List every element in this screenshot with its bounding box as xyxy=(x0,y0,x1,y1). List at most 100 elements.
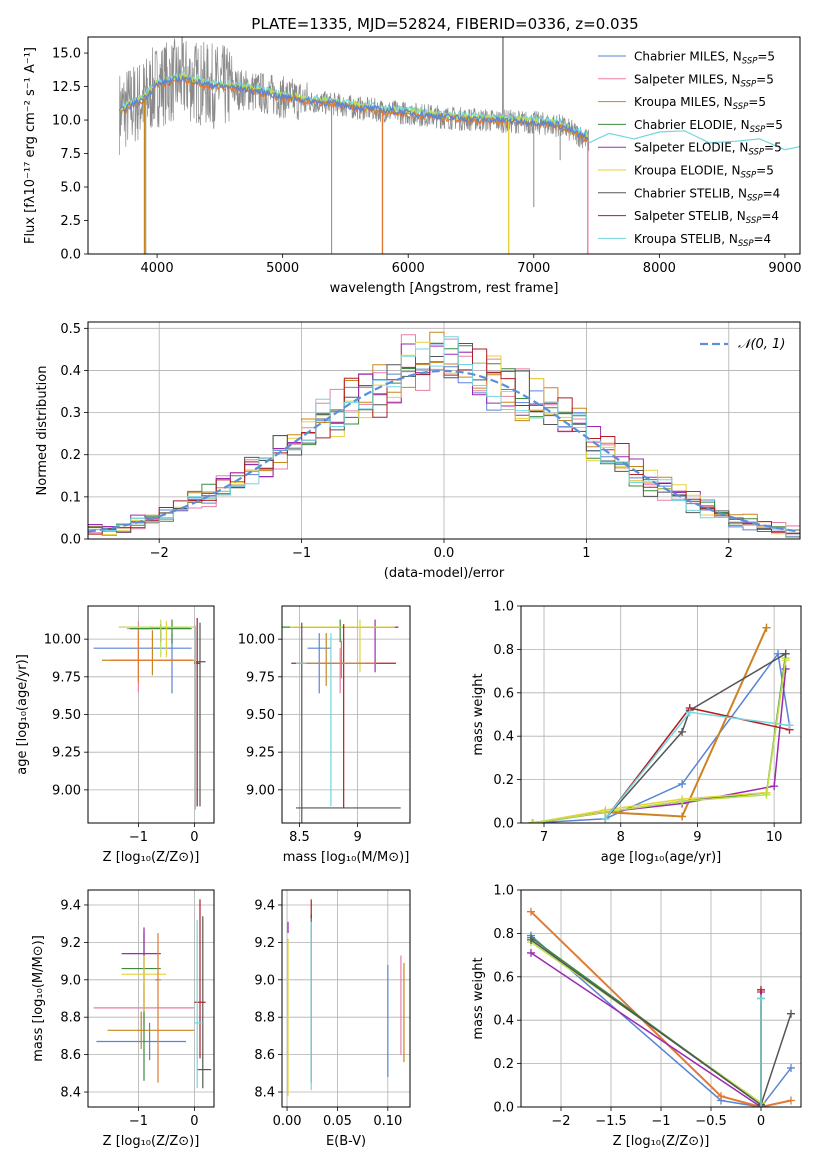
age_vs_Z-xlabel: Z [log₁₀(Z/Z⊙)] xyxy=(103,850,200,865)
residuals-ytick-label: 0.4 xyxy=(60,364,81,379)
mass-weight-marker xyxy=(527,935,535,944)
massweight_vs_age-ytick-label: 0.4 xyxy=(493,730,514,745)
mass-weight-line xyxy=(532,653,787,823)
massweight_vs_age-ytick-label: 0.0 xyxy=(493,817,514,832)
mass-weight-line xyxy=(532,657,787,823)
age_vs_Z-ytick-label: 10.00 xyxy=(44,633,81,648)
spectrum-ylabel: Flux [fλ10⁻¹⁷ erg cm⁻² s⁻¹ A⁻¹] xyxy=(23,47,38,244)
legend-entry: Chabrier MILES, NSSP=5 xyxy=(634,50,775,67)
spectrum-ytick-label: 15.0 xyxy=(52,47,81,62)
massweight_vs_Z-ytick-label: 1.0 xyxy=(493,884,514,899)
figure-title: PLATE=1335, MJD=52824, FIBERID=0336, z=0… xyxy=(251,15,638,33)
massweight_vs_Z-xtick-label: −1 xyxy=(651,1114,670,1129)
massweight_vs_Z-ytick-label: 0.0 xyxy=(493,1101,514,1116)
massweight_vs_age-ytick-label: 1.0 xyxy=(493,600,514,615)
legend-suffix: =5 xyxy=(757,50,775,64)
mass-weight-marker xyxy=(527,948,535,957)
age_vs_Z-ytick-label: 9.50 xyxy=(52,708,81,723)
legend-label: Kroupa MILES, N xyxy=(634,95,733,109)
mass_vs_ebv-ytick-label: 9.4 xyxy=(254,898,275,913)
age_vs_Z-xtick-label: 0 xyxy=(190,830,198,845)
legend-label: Salpeter MILES, N xyxy=(634,72,741,86)
age_vs_mass-frame xyxy=(281,605,411,824)
mass-weight-marker xyxy=(773,649,782,658)
mass_vs_Z-ylabel: mass [log₁₀(M/M⊙)] xyxy=(31,935,46,1062)
age_vs_Z-frame xyxy=(87,605,215,824)
mass-weight-marker xyxy=(678,812,687,821)
residuals-xlabel: (data-model)/error xyxy=(384,566,505,581)
massweight_vs_Z-plot-area xyxy=(527,907,795,1107)
residuals-ytick-label: 0.3 xyxy=(60,406,81,421)
mass_vs_Z-plot-area xyxy=(93,899,212,1089)
mass_vs_Z-xlabel: Z [log₁₀(Z/Z⊙)] xyxy=(103,1134,200,1149)
massweight_vs_Z-ylabel: mass weight xyxy=(471,957,486,1039)
legend-subscript: SSP xyxy=(750,125,766,135)
spectrum-xtick-label: 5000 xyxy=(266,261,299,276)
residuals-ytick-label: 0.2 xyxy=(60,448,81,463)
residual-histogram-step xyxy=(88,336,800,537)
mass-weight-marker xyxy=(762,790,771,799)
massweight_vs_age-xtick-label: 7 xyxy=(540,830,548,845)
mass_vs_Z-xtick-label: 0 xyxy=(190,1114,198,1129)
spectrum-legend: Chabrier MILES, NSSP=5 Salpeter MILES, N S… xyxy=(598,50,783,249)
spectrum-plot: 4000 5000 6000 7000 8000 9000 0.0 2.5 5.0 7.5 10.0… xyxy=(23,36,801,296)
massweight_vs_age-xlabel: age [log₁₀(age/yr)] xyxy=(601,850,722,865)
mass-weight-line xyxy=(530,910,792,1107)
mass_vs_Z-ytick-label: 8.8 xyxy=(60,1011,81,1026)
mass_vs_ebv-xlabel: E(B-V) xyxy=(326,1134,366,1149)
spectrum-xtick-label: 9000 xyxy=(768,261,801,276)
massweight_vs_age-ytick-label: 0.6 xyxy=(493,686,514,701)
mass_vs_Z-ytick-label: 8.4 xyxy=(60,1086,81,1101)
spectrum-plot-area xyxy=(118,37,800,254)
mass_vs_ebv-frame xyxy=(281,889,411,1108)
mass-weight-marker xyxy=(717,1092,725,1101)
mass_vs_Z-xtick-label: −1 xyxy=(129,1114,148,1129)
massweight_vs_age-xtick-label: 10 xyxy=(766,830,783,845)
mass-weight-marker xyxy=(787,1063,795,1072)
age_vs_mass-ytick-label: 9.25 xyxy=(246,746,275,761)
age_vs_mass-plot-area xyxy=(282,619,401,823)
massweight_vs_Z-ytick-label: 0.4 xyxy=(493,1014,514,1029)
age-vs-mass-plot: 8.5 9 9.00 9.25 9.50 9.75 10.00 mass [log₁₀(M/M… xyxy=(238,605,411,865)
massweight_vs_age-ytick-label: 0.8 xyxy=(493,643,514,658)
spectrum-ytick-label: 12.5 xyxy=(52,80,81,95)
legend-suffix: =5 xyxy=(748,95,766,109)
legend-subscript: SSP xyxy=(747,193,763,203)
mass-weight-line xyxy=(530,935,792,1107)
legend-suffix: =5 xyxy=(764,141,782,155)
massweight_vs_age-frame xyxy=(520,605,802,824)
mass_vs_ebv-xtick-label: 0.00 xyxy=(273,1114,302,1129)
mass-weight-vs-metallicity-plot: −2 −1.5 −1 −0.5 0 0.0 0.2 0.4 0.6 0.8 1.0 Z [log₁₀(… xyxy=(471,884,802,1149)
residuals-ytick-label: 0.5 xyxy=(60,322,81,337)
age_vs_Z-ytick-label: 9.75 xyxy=(52,670,81,685)
massweight_vs_Z-xlabel: Z [log₁₀(Z/Z⊙)] xyxy=(613,1134,710,1149)
mass-weight-line xyxy=(604,653,787,820)
legend-subscript: SSP xyxy=(746,216,762,226)
mass-weight-marker xyxy=(757,985,765,994)
mass-weight-marker xyxy=(685,708,694,717)
massweight_vs_Z-xtick-label: −2 xyxy=(551,1114,570,1129)
spectrum-xtick-label: 7000 xyxy=(517,261,550,276)
legend-suffix: =4 xyxy=(761,209,779,223)
spectrum-model-line xyxy=(118,75,590,144)
residuals-xtick-label: −1 xyxy=(292,546,311,561)
mass_vs_ebv-xtick-label: 0.10 xyxy=(373,1114,402,1129)
massweight_vs_Z-frame xyxy=(520,889,802,1108)
age_vs_Z-plot-area xyxy=(93,618,206,810)
spectrum-ytick-label: 5.0 xyxy=(60,181,81,196)
residuals-ylabel: Normed distribution xyxy=(35,366,50,496)
age_vs_mass-ytick-label: 9.50 xyxy=(246,708,275,723)
mass-weight-marker xyxy=(678,779,687,788)
spectrum-model-extension xyxy=(588,130,800,151)
mass_vs_ebv-ytick-label: 9.2 xyxy=(254,936,275,951)
age_vs_Z-xtick-label: −1 xyxy=(129,830,148,845)
legend-label: Salpeter STELIB, N xyxy=(634,209,746,223)
legend-suffix: =4 xyxy=(754,232,772,246)
legend-entry: Kroupa ELODIE, NSSP=5 xyxy=(634,164,774,181)
residual-histogram-step xyxy=(88,348,800,538)
legend-entry: Chabrier ELODIE, NSSP=5 xyxy=(634,118,783,135)
mass_vs_ebv-plot-area xyxy=(287,899,405,1096)
mass-weight-line xyxy=(532,668,787,823)
massweight_vs_Z-xtick-label: −0.5 xyxy=(695,1114,727,1129)
legend-entry: Kroupa STELIB, NSSP=4 xyxy=(634,232,771,249)
